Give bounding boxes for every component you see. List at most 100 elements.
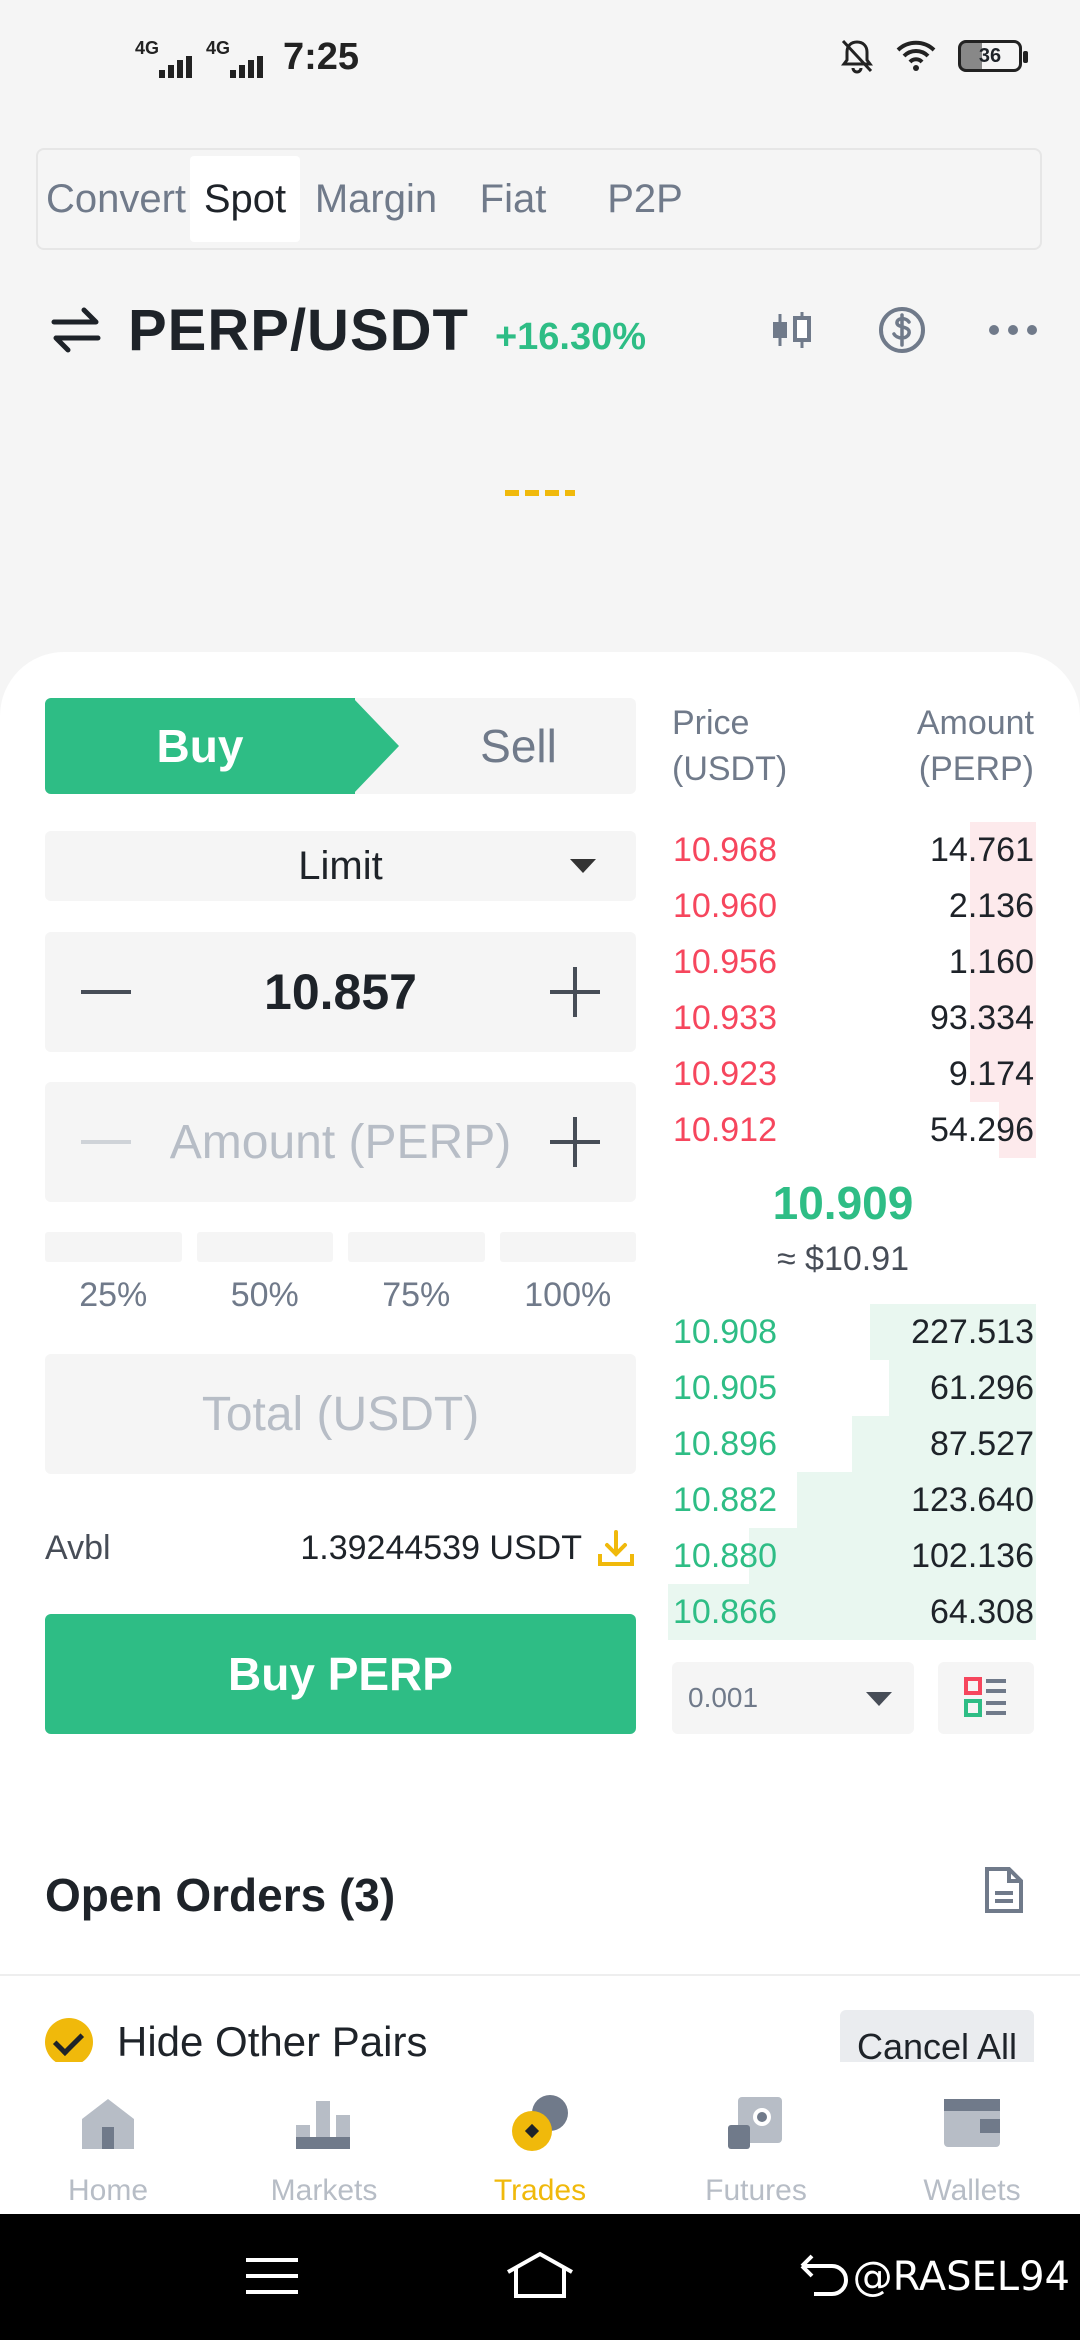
order-book-layout-button[interactable] — [938, 1662, 1034, 1734]
deposit-icon[interactable] — [596, 1528, 636, 1568]
percent-option-75[interactable]: 75% — [348, 1232, 485, 1315]
percent-option-100[interactable]: 100% — [499, 1232, 636, 1315]
ask-price[interactable]: 10.956 — [673, 942, 777, 981]
percent-label: 75% — [382, 1276, 451, 1314]
buy-submit-button[interactable]: Buy PERP — [45, 1614, 636, 1734]
bid-price[interactable]: 10.896 — [673, 1424, 777, 1463]
last-price[interactable]: 10.909 — [772, 1177, 914, 1229]
ask-depth-bar — [969, 990, 1036, 1046]
order-type-select[interactable]: Limit — [45, 831, 636, 901]
buy-tab[interactable]: Buy — [45, 698, 355, 794]
ask-price[interactable]: 10.968 — [673, 830, 777, 869]
hide-other-pairs-toggle[interactable]: Hide Other Pairs — [45, 2018, 427, 2066]
price-header-line1: Price — [672, 704, 750, 742]
nav-futures[interactable]: Futures — [648, 2062, 864, 2214]
bid-row[interactable]: 10.908 227.513 — [668, 1304, 1036, 1360]
bid-row[interactable]: 10.866 64.308 — [668, 1584, 1036, 1640]
more-options-icon[interactable] — [988, 324, 1038, 336]
tick-size-value: 0.001 — [688, 1682, 759, 1713]
percent-option-25[interactable]: 25% — [45, 1232, 182, 1315]
bid-price[interactable]: 10.882 — [673, 1480, 777, 1519]
clock: 7:25 — [283, 36, 360, 78]
price-decrease-button[interactable] — [81, 967, 131, 1017]
ask-price[interactable]: 10.923 — [673, 1054, 777, 1093]
amount-increase-button[interactable] — [550, 1117, 600, 1167]
network-type-label-2: 4G — [206, 37, 231, 58]
ask-depth-bar — [969, 934, 1036, 990]
tab-fiat[interactable]: Fiat — [479, 176, 547, 221]
bid-amount: 102.136 — [911, 1536, 1034, 1575]
buy-sell-toggle: Buy Sell — [45, 698, 636, 794]
price-input[interactable]: 10.857 — [45, 932, 636, 1052]
swap-pair-icon[interactable] — [48, 302, 104, 358]
bid-price[interactable]: 10.908 — [673, 1312, 777, 1351]
percent-label: 100% — [524, 1276, 612, 1314]
bid-row[interactable]: 10.882 123.640 — [668, 1472, 1036, 1528]
bid-row[interactable]: 10.880 102.136 — [668, 1528, 1036, 1584]
trade-mode-tabs: Convert Spot Margin Fiat P2P — [36, 148, 1042, 250]
ask-list: 10.968 14.761 10.960 2.136 10.956 1.160 10.933… — [668, 822, 1036, 1158]
checkbox-checked-icon[interactable] — [45, 2018, 93, 2066]
menu-icon[interactable] — [246, 2256, 298, 2296]
ask-row[interactable]: 10.968 14.761 — [668, 822, 1036, 878]
open-orders-title[interactable]: Open Orders (3) — [45, 1869, 396, 1921]
ask-price[interactable]: 10.912 — [673, 1110, 777, 1149]
percent-bar[interactable] — [45, 1232, 182, 1262]
price-header-line2: (USDT) — [672, 750, 788, 788]
percent-option-50[interactable]: 50% — [196, 1232, 333, 1315]
nav-trades[interactable]: Trades — [432, 2062, 648, 2214]
bid-row[interactable]: 10.896 87.527 — [668, 1416, 1036, 1472]
system-navigation-bar — [0, 2214, 1080, 2340]
ask-row[interactable]: 10.960 2.136 — [668, 878, 1036, 934]
percent-bar[interactable] — [196, 1232, 333, 1262]
tab-margin[interactable]: Margin — [314, 176, 438, 221]
amount-decrease-button[interactable] — [81, 1117, 131, 1167]
back-icon[interactable] — [800, 2254, 852, 2298]
bid-depth-bar — [748, 1528, 1036, 1584]
nav-markets[interactable]: Markets — [216, 2062, 432, 2214]
order-book-layout-icon — [964, 1677, 1006, 1717]
percent-bar[interactable] — [348, 1232, 485, 1262]
amount-placeholder[interactable]: Amount (PERP) — [169, 1115, 512, 1169]
notifications-off-icon — [841, 39, 873, 74]
ask-row[interactable]: 10.956 1.160 — [668, 934, 1036, 990]
percent-label: 25% — [79, 1276, 148, 1314]
cellular-signal-icon-2: 4G — [206, 38, 263, 78]
tab-p2p[interactable]: P2P — [607, 176, 683, 221]
avbl-label: Avbl — [45, 1528, 111, 1567]
buy-tab-arrow — [353, 698, 399, 794]
bid-price[interactable]: 10.905 — [673, 1368, 777, 1407]
ask-row[interactable]: 10.933 93.334 — [668, 990, 1036, 1046]
candlestick-chart-icon[interactable] — [770, 310, 816, 350]
cancel-all-button[interactable]: Cancel All — [840, 2010, 1034, 2070]
home-system-icon[interactable] — [504, 2250, 576, 2300]
total-placeholder[interactable]: Total (USDT) — [201, 1387, 480, 1441]
tick-size-select[interactable]: 0.001 — [672, 1662, 914, 1734]
dollar-coin-icon[interactable] — [878, 306, 926, 354]
sell-tab[interactable]: Sell — [480, 720, 557, 772]
bid-price[interactable]: 10.880 — [673, 1536, 777, 1575]
ask-row[interactable]: 10.923 9.174 — [668, 1046, 1036, 1102]
price-increase-button[interactable] — [550, 967, 600, 1017]
amount-input[interactable]: Amount (PERP) — [45, 1082, 636, 1202]
price-value[interactable]: 10.857 — [264, 964, 417, 1020]
ask-price[interactable]: 10.933 — [673, 998, 777, 1037]
tab-spot[interactable]: Spot — [190, 156, 300, 242]
ask-price[interactable]: 10.960 — [673, 886, 777, 925]
percent-bar[interactable] — [499, 1232, 636, 1262]
ask-amount: 9.174 — [948, 1054, 1034, 1093]
total-input[interactable]: Total (USDT) — [45, 1354, 636, 1474]
tab-convert[interactable]: Convert — [45, 176, 187, 221]
bid-row[interactable]: 10.905 61.296 — [668, 1360, 1036, 1416]
pair-name[interactable]: PERP/USDT — [128, 297, 469, 363]
bid-price[interactable]: 10.866 — [673, 1592, 777, 1631]
nav-wallets[interactable]: Wallets — [864, 2062, 1080, 2214]
order-history-icon[interactable] — [984, 1866, 1024, 1914]
available-balance: Avbl 1.39244539 USDT — [45, 1520, 636, 1576]
nav-home[interactable]: Home — [0, 2062, 216, 2214]
order-type-value: Limit — [298, 843, 383, 888]
cellular-signal-icon: 4G — [135, 38, 192, 78]
bid-amount: 123.640 — [911, 1480, 1034, 1519]
ask-row[interactable]: 10.912 54.296 — [668, 1102, 1036, 1158]
amount-header-line1: Amount — [916, 704, 1034, 742]
